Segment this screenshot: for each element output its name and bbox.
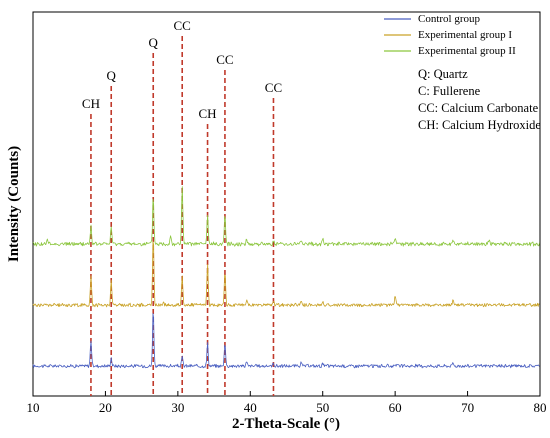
peak-label-1: Q	[107, 68, 117, 83]
peak-label-4: CH	[199, 106, 217, 121]
series-line-0	[32, 313, 540, 369]
peak-label-0: CH	[82, 96, 100, 111]
peak-label-2: Q	[149, 35, 159, 50]
annotation-fullerene: C: Fullerene	[418, 84, 481, 98]
x-tick-label-7: 80	[534, 400, 547, 415]
x-axis-title: 2-Theta-Scale (°)	[232, 416, 340, 432]
x-axis: 10 20 30 40 50 60 70 80	[27, 391, 547, 415]
x-tick-label-0: 10	[27, 400, 40, 415]
x-tick-label-4: 50	[316, 400, 329, 415]
plot-frame	[32, 11, 541, 397]
series-line-2	[32, 186, 540, 247]
annotation-calcium-carbonate: CC: Calcium Carbonate	[418, 101, 539, 115]
peak-label-5: CC	[216, 52, 233, 67]
x-tick-label-6: 70	[461, 400, 474, 415]
legend: Control group Experimental group I Exper…	[384, 13, 516, 57]
x-tick-label-1: 20	[99, 400, 112, 415]
legend-label-exp1: Experimental group I	[418, 29, 512, 41]
y-axis-title: Intensity (Counts)	[6, 146, 22, 262]
legend-label-exp2: Experimental group II	[418, 45, 516, 57]
annotation-calcium-hydroxide: CH: Calcium Hydroxide	[418, 118, 541, 132]
reference-lines	[90, 36, 275, 396]
legend-label-control: Control group	[418, 13, 481, 25]
phase-key: Q: Quartz C: Fullerene CC: Calcium Carbo…	[418, 67, 541, 132]
x-tick-label-2: 30	[171, 400, 184, 415]
peak-label-6: CC	[265, 80, 282, 95]
series-line-1	[32, 241, 540, 308]
annotation-quartz: Q: Quartz	[418, 67, 468, 81]
peak-label-3: CC	[174, 18, 191, 33]
x-tick-label-3: 40	[244, 400, 257, 415]
series-lines	[32, 186, 540, 369]
x-tick-label-5: 60	[389, 400, 402, 415]
peak-labels: CH Q Q CC CH CC CC	[82, 18, 282, 121]
